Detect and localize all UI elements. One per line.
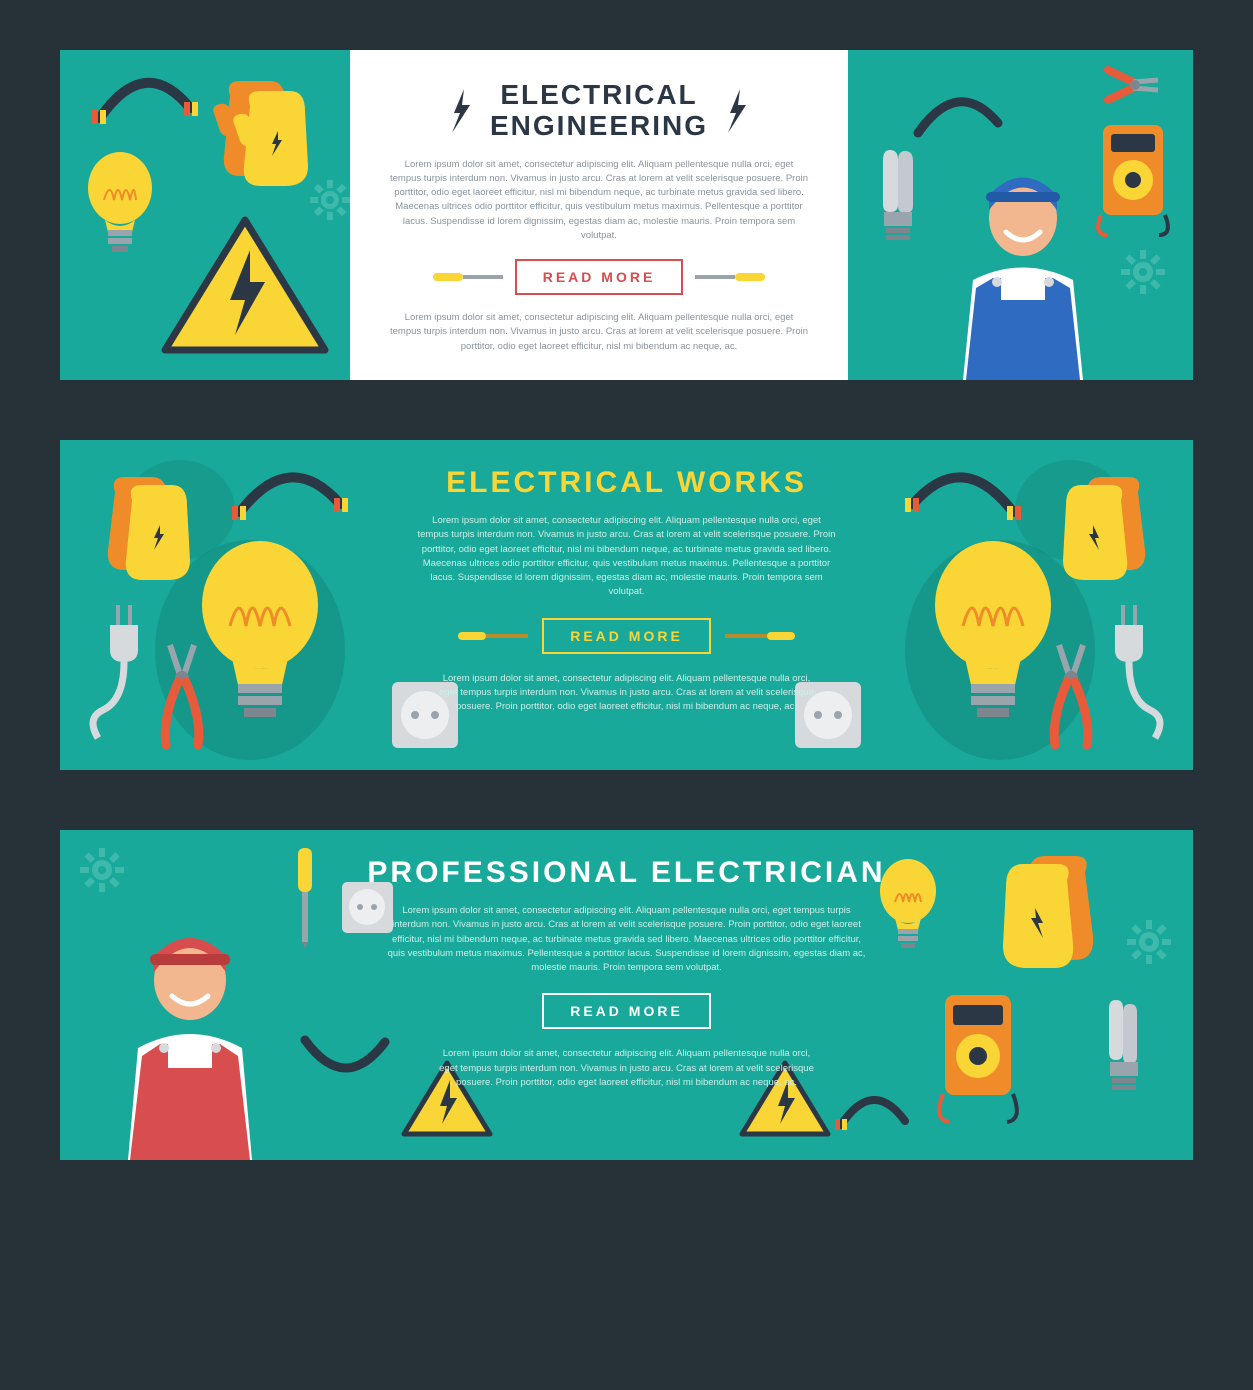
electrician-icon [100,920,280,1160]
cable-icon [295,1030,395,1085]
gloves-icon [1048,470,1163,585]
cable-icon [903,462,1023,522]
gloves-icon [983,848,1113,978]
banner1-left-panel [60,50,350,380]
light-bulb-icon [80,150,160,260]
pliers-icon [152,640,212,750]
gloves-icon [210,76,320,196]
cable-icon [908,88,1008,143]
electrician-icon [938,160,1108,380]
read-more-button[interactable]: READ MORE [542,993,711,1029]
gear-icon [80,848,124,892]
screwdriver-icon [458,629,528,643]
cable-icon [833,1087,913,1132]
banner2-paragraph: Lorem ipsum dolor sit amet, consectetur … [417,514,837,600]
banner2-paragraph2: Lorem ipsum dolor sit amet, consectetur … [437,672,817,715]
gear-icon [1121,250,1165,294]
lightning-bolt-icon [726,89,748,133]
screwdriver-icon [695,270,765,284]
screwdriver-icon [433,270,503,284]
read-more-button[interactable]: READ MORE [542,618,711,654]
screwdriver-icon [725,629,795,643]
gear-icon [1127,920,1171,964]
cable-icon [230,462,350,522]
pliers-icon [1103,60,1173,110]
multimeter-icon [933,990,1023,1130]
banner3-title: PROFESSIONAL ELECTRICIAN [367,856,885,890]
banner1-center-panel: ELECTRICALENGINEERING Lorem ipsum dolor … [350,50,848,380]
warning-triangle-icon [160,210,330,360]
banner3-paragraph2: Lorem ipsum dolor sit amet, consectetur … [437,1047,817,1090]
plug-icon [1095,600,1165,740]
plug-icon [88,600,158,740]
banner1-title: ELECTRICALENGINEERING [490,80,708,142]
read-more-button[interactable]: READ MORE [515,259,684,295]
banner3-paragraph: Lorem ipsum dolor sit amet, consectetur … [387,904,867,975]
banner1-right-panel [848,50,1193,380]
gear-icon [310,180,350,220]
banner-electrical-works: ELECTRICAL WORKS Lorem ipsum dolor sit a… [60,440,1193,770]
gloves-icon [90,470,205,585]
banner2-title: ELECTRICAL WORKS [446,466,807,500]
banner1-paragraph2: Lorem ipsum dolor sit amet, consectetur … [390,311,808,354]
screwdriver-icon [290,848,320,948]
cfl-bulb-icon [1095,1000,1153,1110]
banner-electrical-engineering: ELECTRICALENGINEERING Lorem ipsum dolor … [60,50,1193,380]
pliers-icon [1041,640,1101,750]
banner-professional-electrician: PROFESSIONAL ELECTRICIAN Lorem ipsum dol… [60,830,1193,1160]
lightning-bolt-icon [450,89,472,133]
banner1-paragraph: Lorem ipsum dolor sit amet, consectetur … [390,158,808,244]
cfl-bulb-icon [868,150,928,260]
cable-icon [90,68,200,128]
